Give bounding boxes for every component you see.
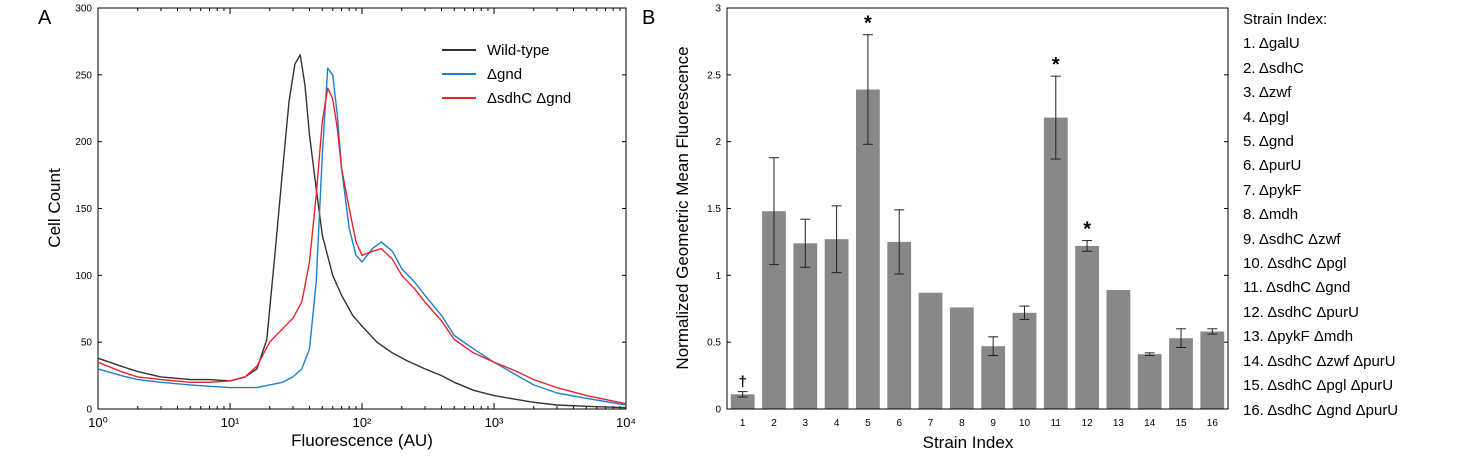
panel-b-y-tick-label: 0 xyxy=(715,405,721,416)
panel-b-y-tick-label: 2.5 xyxy=(707,70,721,81)
panel-b-x-axis-title: Strain Index xyxy=(923,433,1014,452)
panel-a-chart: 0 50 100 150 200 250 300 10⁰ 10¹ 10² 10³ 10⁴ Wild-… xyxy=(45,4,636,451)
panel-b-chart: †*** 00.511.522.53 1 2 3 4 5 6 7 8 9 10 11 12 13 14 15… xyxy=(673,4,1229,452)
panel-a-series-line-3 xyxy=(97,87,627,405)
panel-a-series-line-1 xyxy=(97,54,627,409)
significance-marker: * xyxy=(1052,54,1060,76)
panel-b-x-tick-label: 2 xyxy=(771,418,777,429)
strain-index-legend: Strain Index: 1. ΔgalU 2. ΔsdhC 3. Δzwf 4. … xyxy=(1243,8,1398,423)
panel-a-frame xyxy=(97,7,627,410)
panel-a-x-tick-label: 10⁴ xyxy=(616,415,636,430)
strain-legend-entry: 12. ΔsdhC ΔpurU xyxy=(1243,303,1359,321)
panel-b-x-tick-label: 7 xyxy=(928,418,934,429)
bar-strain-6 xyxy=(887,241,912,409)
panel-b-x-tick-label: 6 xyxy=(896,418,902,429)
bar-strain-11 xyxy=(1043,117,1068,409)
panel-a-y-tick-label: 50 xyxy=(81,338,93,349)
panel-a-y-tick-label: 250 xyxy=(75,70,92,81)
panel-a-legend-label: Wild-type xyxy=(487,42,550,59)
significance-marker: * xyxy=(1083,219,1091,241)
significance-marker: * xyxy=(864,13,872,35)
strain-legend-entry: 6. ΔpurU xyxy=(1243,157,1302,175)
strain-legend-entry: 5. Δgnd xyxy=(1243,133,1294,151)
panel-a-y-tick-label: 150 xyxy=(75,204,92,215)
panel-a-y-tick-label: 0 xyxy=(86,405,92,416)
panel-a-x-axis-title: Fluorescence (AU) xyxy=(291,431,433,450)
strain-legend-entry: 7. ΔpykF xyxy=(1243,181,1302,199)
panel-b-x-tick-label: 9 xyxy=(990,418,996,429)
bar-strain-2 xyxy=(762,211,786,409)
strain-legend-entry: 15. ΔsdhC Δpgl ΔpurU xyxy=(1243,377,1394,395)
panel-b-x-tick-label: 13 xyxy=(1113,418,1125,429)
panel-b-y-tick-label: 1 xyxy=(715,271,721,282)
panel-a-label: A xyxy=(38,7,52,29)
panel-a-legend: Wild-type Δgnd ΔsdhC Δgnd xyxy=(442,42,571,107)
panel-a-x-tick-label: 10¹ xyxy=(221,415,240,430)
panel-b-y-tick-label: 2 xyxy=(715,137,721,148)
bar-strain-5 xyxy=(856,89,880,409)
bar-strain-9 xyxy=(981,346,1006,409)
bar-strain-12 xyxy=(1075,245,1099,409)
panel-b-x-tick-label: 10 xyxy=(1019,418,1031,429)
strain-legend-entry: 3. Δzwf xyxy=(1243,84,1292,102)
bar-strain-13 xyxy=(1106,290,1131,409)
bar-strain-3 xyxy=(793,243,818,409)
panel-a-y-axis-title: Cell Count xyxy=(45,168,64,248)
bar-strain-8 xyxy=(949,307,974,409)
strain-legend-entry: 16. ΔsdhC Δgnd ΔpurU xyxy=(1243,401,1399,419)
panel-a-x-tick-label: 10³ xyxy=(485,415,504,430)
strain-legend-entry: 14. ΔsdhC Δzwf ΔpurU xyxy=(1243,352,1396,370)
bar-strain-1 xyxy=(730,394,755,409)
panel-b-x-tick-label: 5 xyxy=(865,418,871,429)
panel-a-x-tick-label: 10² xyxy=(353,415,372,430)
panel-a-y-tick-label: 200 xyxy=(75,137,92,148)
panel-b-x-tick-label: 15 xyxy=(1175,418,1187,429)
panel-b-x-tick-label: 1 xyxy=(740,418,746,429)
strain-legend-entry: 9. ΔsdhC Δzwf xyxy=(1243,230,1341,248)
strain-legend-entry: 8. Δmdh xyxy=(1243,206,1299,224)
strain-legend-entry: 4. Δpgl xyxy=(1243,108,1289,126)
strain-legend-entry: 13. ΔpykF Δmdh xyxy=(1243,328,1354,346)
bar-strain-4 xyxy=(824,239,849,409)
panel-a-legend-label: ΔsdhC Δgnd xyxy=(487,90,571,107)
panel-b-y-axis-title: Normalized Geometric Mean Fluorescence xyxy=(673,46,692,369)
panel-b-x-tick-label: 8 xyxy=(959,418,965,429)
bar-strain-14 xyxy=(1137,354,1162,409)
bar-strain-10 xyxy=(1012,312,1037,409)
panel-b-y-tick-label: 1.5 xyxy=(707,204,721,215)
strain-legend-entry: 11. ΔsdhC Δgnd xyxy=(1243,279,1351,297)
strain-legend-entry: 2. ΔsdhC xyxy=(1243,59,1304,77)
bar-strain-7 xyxy=(918,292,943,409)
strain-legend-title: Strain Index: xyxy=(1243,11,1328,28)
panel-b-x-tick-label: 11 xyxy=(1051,418,1062,429)
panel-b-x-tick-label: 14 xyxy=(1144,418,1156,429)
strain-legend-entry: 10. ΔsdhC Δpgl xyxy=(1243,255,1347,273)
bar-strain-16 xyxy=(1200,331,1225,409)
bar-strain-15 xyxy=(1169,338,1193,409)
panel-b-x-tick-label: 12 xyxy=(1082,418,1094,429)
panel-b-label: B xyxy=(642,7,655,29)
significance-marker: † xyxy=(738,374,746,391)
panel-b-x-tick-label: 3 xyxy=(803,418,809,429)
panel-b-x-tick-label: 4 xyxy=(834,418,840,429)
panel-a-y-tick-label: 100 xyxy=(75,271,92,282)
panel-b-y-tick-label: 0.5 xyxy=(707,338,721,349)
panel-a-series-line-2 xyxy=(97,67,627,406)
panel-b-x-tick-label: 16 xyxy=(1207,418,1219,429)
panel-a-x-tick-label: 10⁰ xyxy=(88,415,108,430)
panel-a-legend-label: Δgnd xyxy=(487,66,522,83)
panel-a-y-tick-label: 300 xyxy=(75,4,92,15)
panel-b-y-tick-label: 3 xyxy=(715,4,721,15)
strain-legend-entry: 1. ΔgalU xyxy=(1243,35,1300,53)
